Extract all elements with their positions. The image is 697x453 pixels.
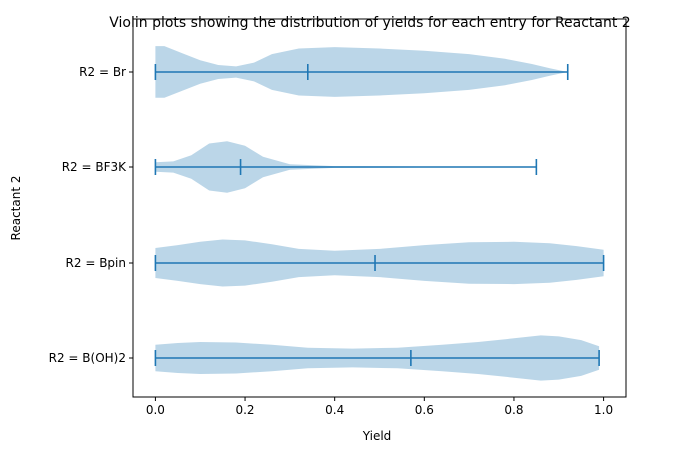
y-axis: R2 = Br R2 = BF3K R2 = Bpin R2 = B(OH)2 xyxy=(49,65,133,365)
y-axis-label: Reactant 2 xyxy=(9,176,23,241)
violin-group xyxy=(154,141,538,193)
x-tick-label: 0.8 xyxy=(504,403,523,417)
x-tick-label: 0.2 xyxy=(235,403,254,417)
x-tick-label: 0.6 xyxy=(415,403,434,417)
plot-area xyxy=(154,46,605,381)
y-tick-label: R2 = BF3K xyxy=(62,160,127,174)
x-tick-label: 1.0 xyxy=(594,403,613,417)
y-tick-label: R2 = Br xyxy=(79,65,126,79)
x-axis-label: Yield xyxy=(362,429,392,443)
chart-title: Violin plots showing the distribution of… xyxy=(109,15,630,31)
y-tick-label: R2 = Bpin xyxy=(66,256,126,270)
violin-group xyxy=(154,335,600,381)
violin-group xyxy=(154,239,605,287)
violin-group xyxy=(154,46,569,98)
x-axis: 0.0 0.2 0.4 0.6 0.8 1.0 xyxy=(146,397,613,417)
axes-frame xyxy=(132,18,627,398)
x-tick-label: 0.4 xyxy=(325,403,344,417)
y-tick-label: R2 = B(OH)2 xyxy=(49,351,126,365)
x-tick-label: 0.0 xyxy=(146,403,165,417)
